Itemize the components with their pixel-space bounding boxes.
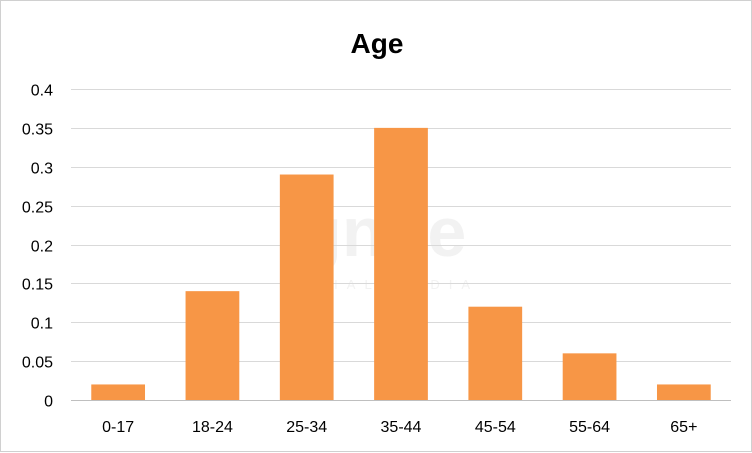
y-tick-label: 0.2 — [31, 239, 53, 256]
y-tick-label: 0 — [44, 394, 53, 411]
x-tick-label: 65+ — [670, 419, 697, 436]
bar-45-54 — [468, 306, 523, 400]
y-axis-ticks: 0 0.05 0.1 0.15 0.2 0.25 0.3 0.35 0.4 — [22, 83, 53, 411]
x-axis-ticks: 0-17 18-24 25-34 35-44 45-54 55-64 65+ — [102, 419, 697, 436]
x-tick-label: 18-24 — [192, 419, 233, 436]
chart-title: Age — [351, 28, 404, 59]
y-tick-label: 0.05 — [22, 355, 53, 372]
bar-55-64 — [562, 353, 617, 400]
y-tick-label: 0.25 — [22, 200, 53, 217]
x-tick-label: 35-44 — [381, 419, 422, 436]
bar-35-44 — [374, 127, 428, 400]
bar-25-34 — [279, 174, 334, 400]
x-tick-label: 25-34 — [286, 419, 327, 436]
x-tick-label: 0-17 — [102, 419, 134, 436]
x-tick-label: 45-54 — [475, 419, 516, 436]
bar-0-17 — [91, 384, 146, 400]
y-tick-label: 0.4 — [31, 83, 53, 100]
y-tick-label: 0.35 — [22, 122, 53, 139]
bar-18-24 — [185, 291, 240, 400]
bar-65+ — [656, 384, 711, 400]
y-tick-label: 0.15 — [22, 277, 53, 294]
x-tick-label: 55-64 — [569, 419, 610, 436]
y-tick-label: 0.3 — [31, 161, 53, 178]
bars — [91, 127, 711, 400]
y-tick-label: 0.1 — [31, 316, 53, 333]
